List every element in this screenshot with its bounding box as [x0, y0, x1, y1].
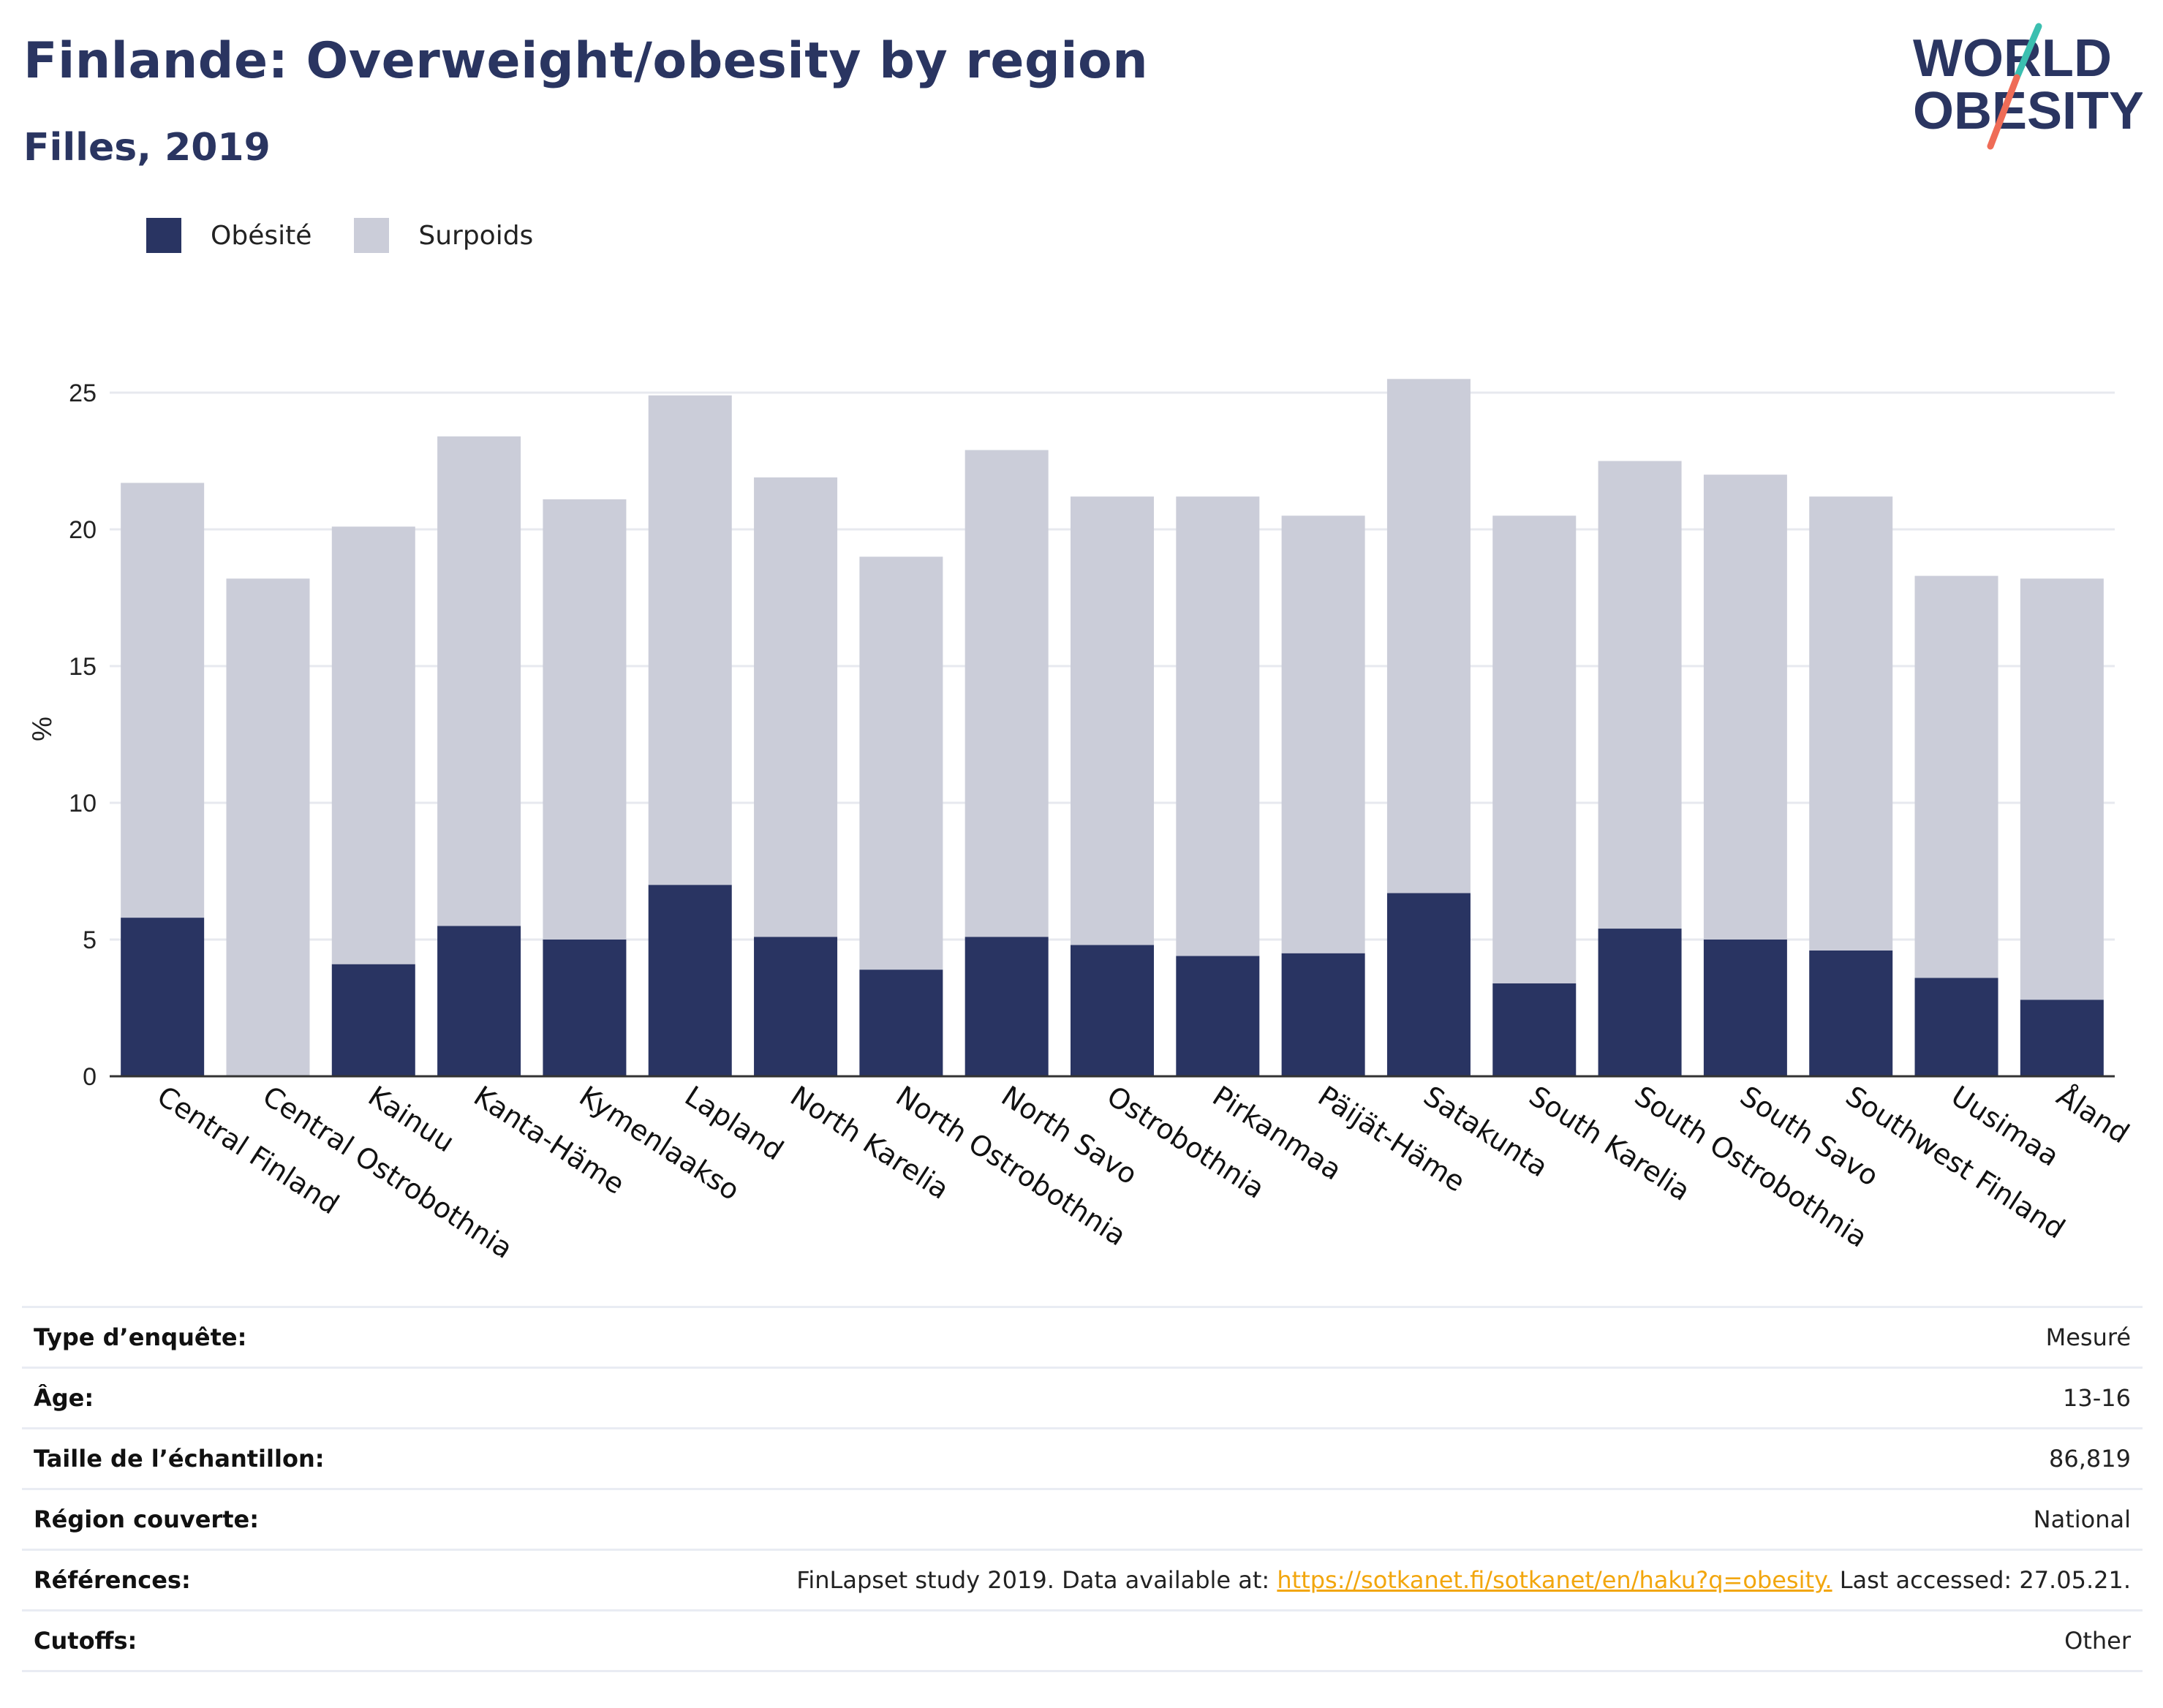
legend-label-obesite: Obésité — [211, 220, 312, 251]
y-tick-label: 0 — [83, 1063, 97, 1091]
bar-segment — [754, 477, 838, 937]
info-label: Région couverte: — [34, 1505, 259, 1533]
info-value: 86,819 — [2049, 1445, 2131, 1473]
logo-word-obesity: OBESITY — [1913, 82, 2143, 140]
x-tick-label: Central Finland — [151, 1080, 344, 1221]
logo-word-world: WORLD — [1913, 29, 2112, 88]
legend-item-surpoids[interactable]: Surpoids — [354, 218, 533, 253]
y-tick-label: 15 — [69, 653, 97, 681]
info-row-sample-size: Taille de l’échantillon: 86,819 — [22, 1427, 2143, 1488]
bar-segment — [331, 526, 415, 964]
bar-segment — [1914, 978, 1998, 1076]
info-label: Taille de l’échantillon: — [34, 1445, 325, 1473]
bar-segment — [859, 556, 943, 970]
y-tick-label: 5 — [83, 926, 97, 954]
bar-segment — [226, 578, 310, 1076]
bar-segment — [1071, 496, 1154, 945]
legend-swatch-obesite — [146, 218, 181, 253]
bar-segment — [1386, 893, 1471, 1076]
bar-segment — [1176, 956, 1260, 1076]
info-row-region: Région couverte: National — [22, 1488, 2143, 1549]
bar-segment — [1176, 496, 1260, 956]
logo-slash-teal — [2013, 23, 2042, 81]
reference-link[interactable]: https://sotkanet.fi/sotkanet/en/haku?q=o… — [1277, 1566, 1832, 1594]
bar-segment — [1386, 379, 1471, 893]
bar-segment — [1703, 475, 1787, 940]
bar-segment — [543, 499, 627, 940]
bar-segment — [437, 436, 521, 926]
bar-segment — [2020, 1000, 2104, 1076]
info-value: Other — [2064, 1627, 2131, 1655]
bar-segment — [859, 970, 943, 1076]
bar-segment — [965, 450, 1049, 937]
bar-segment — [121, 483, 205, 918]
legend-swatch-surpoids — [354, 218, 390, 253]
chart-legend: Obésité Surpoids — [146, 218, 575, 253]
bar-segment — [437, 926, 521, 1076]
bar-segment — [1492, 515, 1577, 983]
reference-prefix: FinLapset study 2019. Data available at: — [796, 1566, 1277, 1594]
info-row-age: Âge: 13-16 — [22, 1367, 2143, 1427]
info-label: Âge: — [34, 1384, 94, 1412]
bar-segment — [1703, 940, 1787, 1076]
legend-label-surpoids: Surpoids — [418, 220, 534, 251]
info-table: Type d’enquête: Mesuré Âge: 13-16 Taille… — [22, 1306, 2143, 1672]
chart-subtitle: Filles, 2019 — [23, 126, 271, 170]
info-label: Cutoffs: — [34, 1627, 137, 1655]
reference-suffix: Last accessed: 27.05.21. — [1832, 1566, 2131, 1594]
bar-segment — [121, 918, 205, 1076]
bar-segment — [754, 937, 838, 1076]
bar-segment — [1071, 945, 1154, 1076]
bar-segment — [1598, 461, 1682, 929]
y-tick-label: 20 — [69, 516, 97, 544]
info-row-cutoffs: Cutoffs: Other — [22, 1609, 2143, 1672]
chart-title: Finlande: Overweight/obesity by region — [23, 32, 1149, 90]
info-row-references: Références: FinLapset study 2019. Data a… — [22, 1549, 2143, 1609]
bar-segment — [1809, 950, 1893, 1076]
y-tick-label: 10 — [69, 790, 97, 817]
bar-segment — [1914, 575, 1998, 978]
bar-segment — [331, 964, 415, 1076]
bar-segment — [1281, 515, 1365, 953]
info-row-survey-type: Type d’enquête: Mesuré — [22, 1306, 2143, 1367]
bar-segment — [648, 885, 732, 1076]
bar-segment — [648, 395, 732, 885]
info-value: National — [2033, 1505, 2131, 1533]
bar-segment — [965, 937, 1049, 1076]
legend-item-obesite[interactable]: Obésité — [146, 218, 312, 253]
info-value-references: FinLapset study 2019. Data available at:… — [796, 1566, 2131, 1594]
bar-segment — [1598, 929, 1682, 1076]
logo-slash-coral — [1987, 74, 2020, 150]
bar-segment — [2020, 578, 2104, 1000]
x-tick-label: Åland — [2051, 1080, 2135, 1150]
y-axis-title: % — [27, 717, 58, 741]
bar-segment — [1281, 953, 1365, 1076]
info-value: 13-16 — [2063, 1384, 2131, 1412]
world-obesity-logo: WORLD OBESITY — [1913, 23, 2143, 150]
info-label: Références: — [34, 1566, 191, 1594]
info-label: Type d’enquête: — [34, 1323, 247, 1351]
bar-segment — [1809, 496, 1893, 951]
bar-segment — [1492, 983, 1577, 1076]
bar-segment — [543, 940, 627, 1076]
y-tick-label: 25 — [69, 379, 97, 407]
info-value: Mesuré — [2045, 1323, 2131, 1351]
